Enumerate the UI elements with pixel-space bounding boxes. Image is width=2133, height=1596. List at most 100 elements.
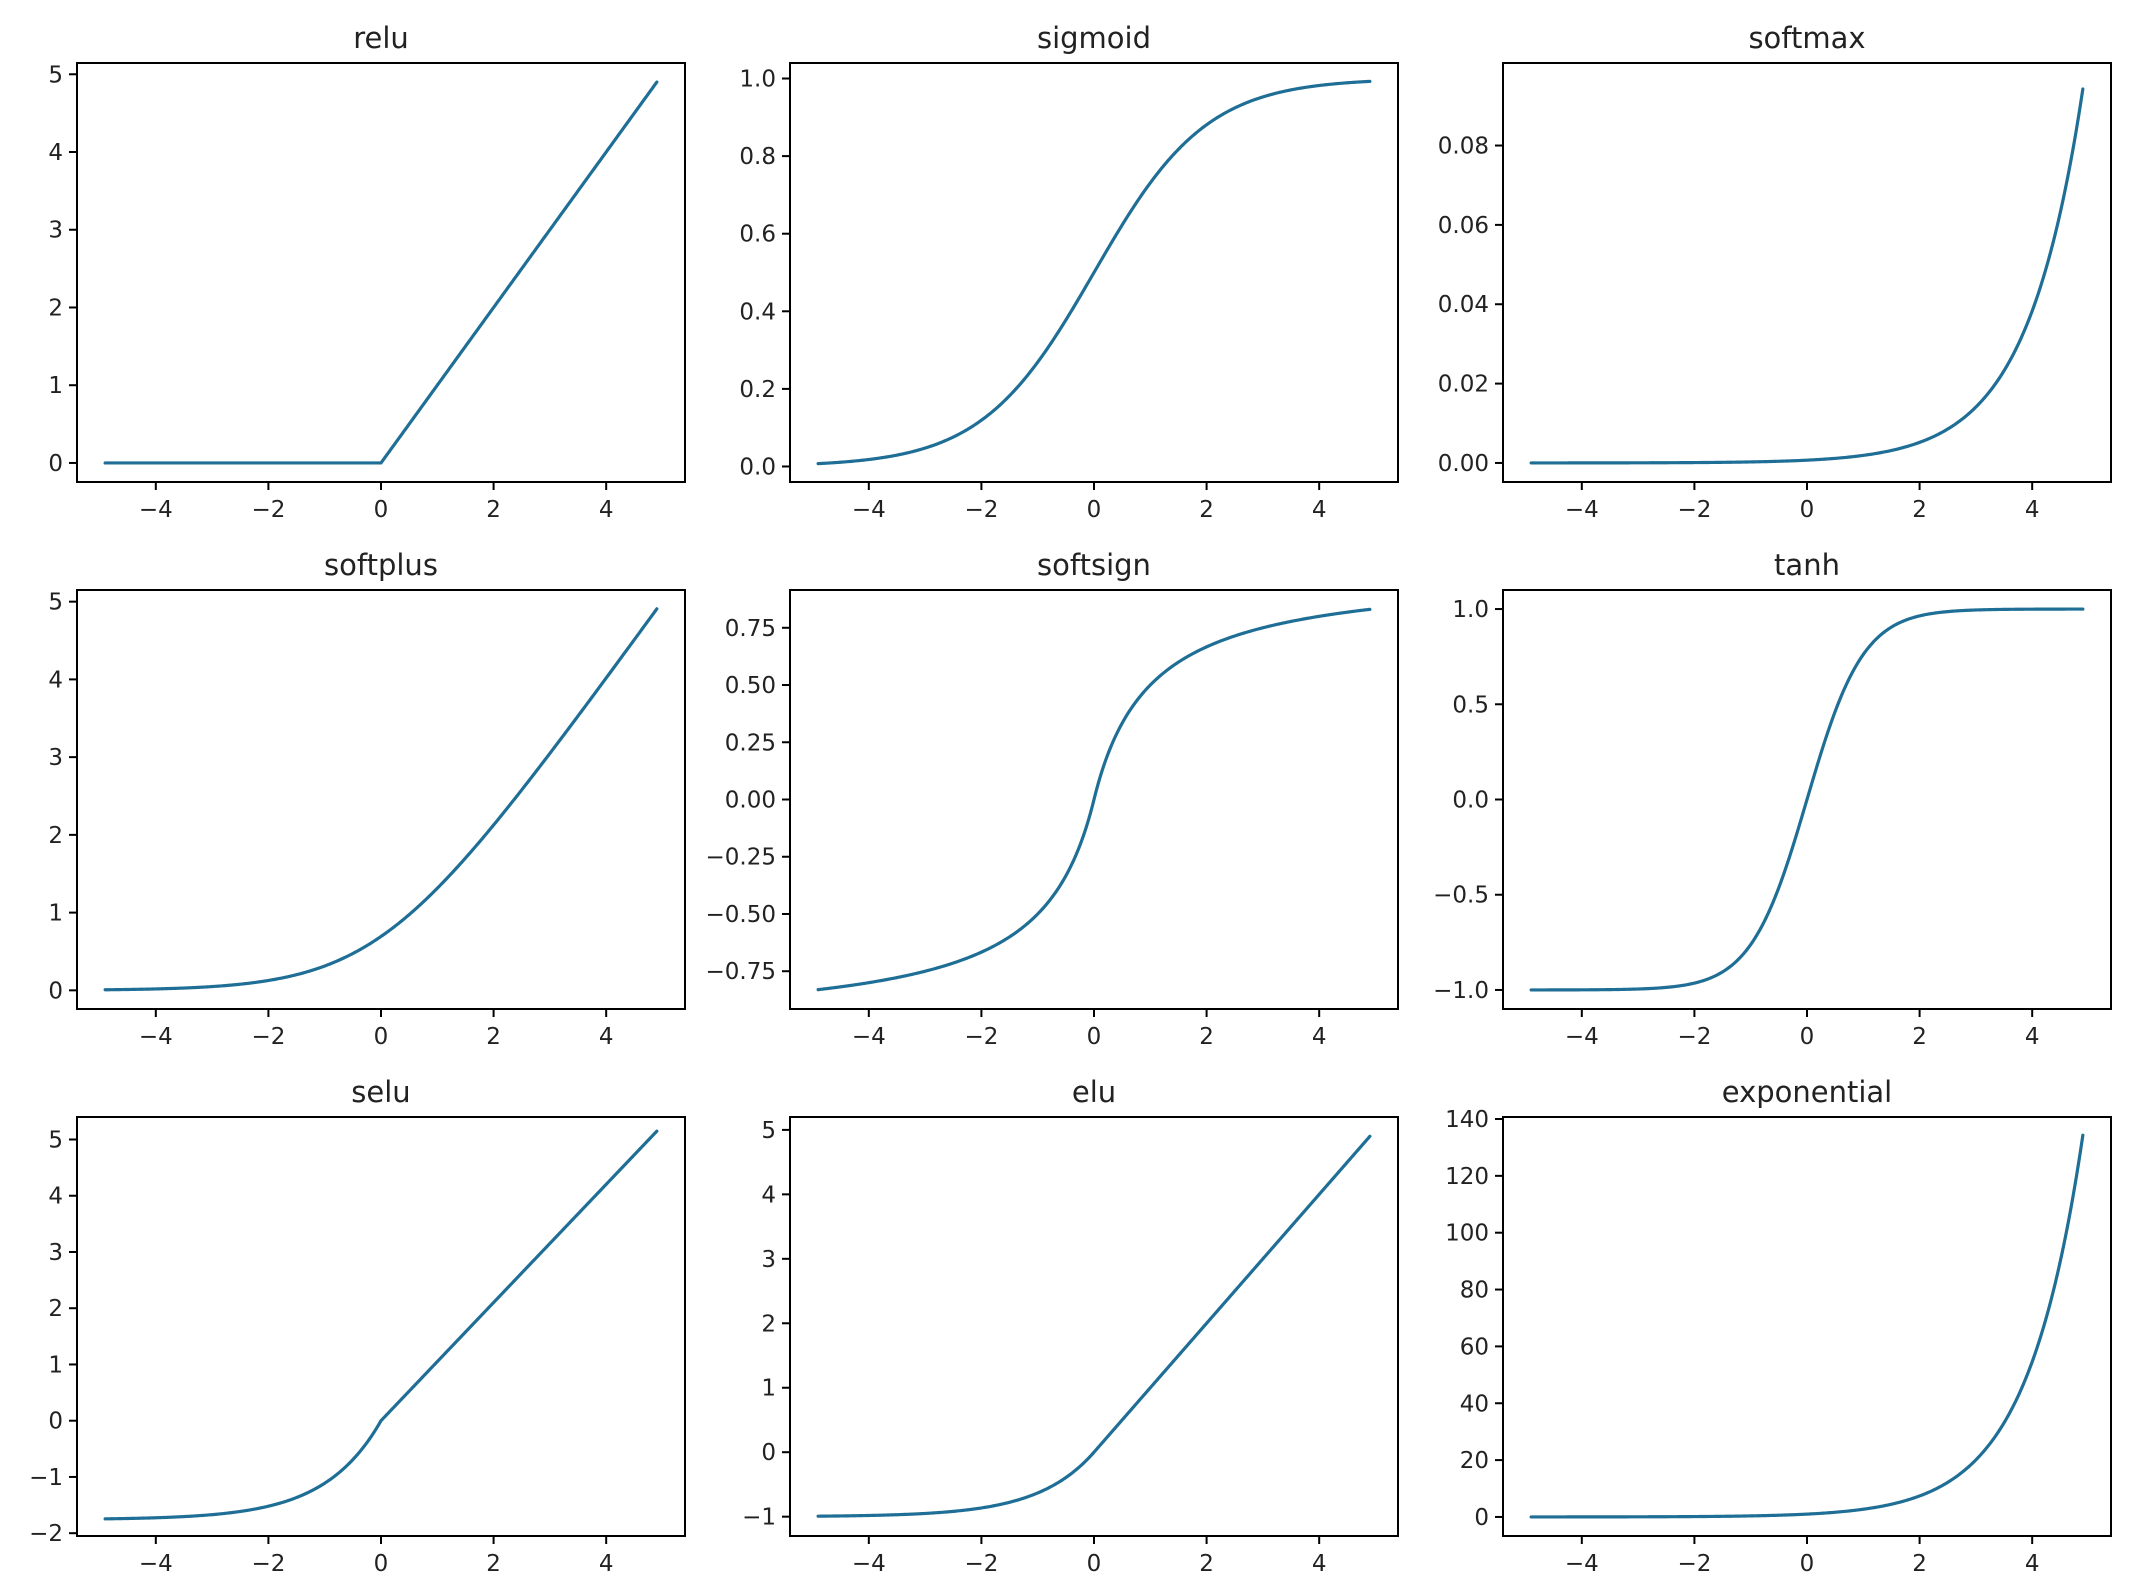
y-tick-label: 20 bbox=[1460, 1448, 1489, 1474]
y-tick-label: 2 bbox=[48, 1296, 63, 1322]
y-tick-label: 1 bbox=[761, 1376, 776, 1402]
y-tick-label: 2 bbox=[48, 295, 63, 321]
y-tick-label: 3 bbox=[48, 218, 63, 244]
subplot-softplus: softplus −4 −2 0 2 4 0 1 2 3 4 5 bbox=[48, 548, 686, 1050]
y-tick-label: 0.06 bbox=[1438, 213, 1489, 239]
y-tick-label: 3 bbox=[48, 745, 63, 771]
y-tick-label: 1 bbox=[48, 1352, 63, 1378]
x-tick-label: 4 bbox=[599, 1024, 614, 1050]
series-line-selu bbox=[103, 1129, 659, 1521]
y-tick-label: 0.50 bbox=[725, 673, 776, 699]
y-tick-label: −1 bbox=[29, 1465, 63, 1491]
y-tick-label: 0 bbox=[1474, 1505, 1489, 1531]
subplot-title: softmax bbox=[1748, 21, 1865, 55]
subplot-softmax: softmax −4 −2 0 2 4 0.00 0.02 0.04 0.06 0.08 bbox=[1438, 21, 2112, 523]
y-tick-label: −0.25 bbox=[706, 845, 776, 871]
x-tick-label: 0 bbox=[1087, 1024, 1102, 1050]
x-tick-label: −2 bbox=[251, 1551, 285, 1577]
series-line-softmax bbox=[1529, 87, 2085, 465]
x-tick-label: 2 bbox=[486, 497, 501, 523]
axes-frame bbox=[76, 589, 686, 1010]
x-tick-label: 0 bbox=[1087, 1551, 1102, 1577]
series-line-sigmoid bbox=[816, 79, 1372, 466]
y-tick-label: 0.00 bbox=[1438, 451, 1489, 477]
x-tick-label: 0 bbox=[374, 1551, 389, 1577]
y-tick-label: 140 bbox=[1445, 1107, 1489, 1133]
y-tick-label: 4 bbox=[48, 667, 63, 693]
y-tick-label: 0.2 bbox=[739, 377, 776, 403]
y-tick-label: 0.25 bbox=[725, 730, 776, 756]
axes-frame bbox=[789, 1116, 1399, 1537]
x-tick-label: 4 bbox=[1312, 1024, 1327, 1050]
subplot-sigmoid: sigmoid −4 −2 0 2 4 0.0 0.2 0.4 0.6 0.8 1.0 bbox=[739, 21, 1399, 523]
y-tick-label: 4 bbox=[48, 1184, 63, 1210]
x-tick-label: −4 bbox=[139, 497, 173, 523]
y-tick-label: 5 bbox=[48, 590, 63, 616]
x-tick-label: 4 bbox=[599, 497, 614, 523]
y-tick-label: 0 bbox=[48, 1409, 63, 1435]
y-tick-label: 0.4 bbox=[739, 299, 776, 325]
x-tick-label: 2 bbox=[1912, 497, 1927, 523]
x-tick-label: −4 bbox=[852, 1551, 886, 1577]
series-line-softsign bbox=[816, 607, 1372, 992]
y-tick-label: 2 bbox=[761, 1311, 776, 1337]
y-tick-label: 0 bbox=[761, 1440, 776, 1466]
x-tick-label: −4 bbox=[139, 1551, 173, 1577]
y-tick-label: 120 bbox=[1445, 1164, 1489, 1190]
y-tick-label: 40 bbox=[1460, 1391, 1489, 1417]
x-tick-label: −2 bbox=[1677, 1551, 1711, 1577]
x-tick-label: 4 bbox=[599, 1551, 614, 1577]
y-tick-label: 60 bbox=[1460, 1334, 1489, 1360]
y-tick-label: 5 bbox=[761, 1118, 776, 1144]
y-tick-label: 80 bbox=[1460, 1278, 1489, 1304]
subplot-title: relu bbox=[353, 21, 409, 55]
y-tick-label: 1.0 bbox=[1452, 597, 1489, 623]
subplot-selu: selu −4 −2 0 2 4 −2 −1 0 1 2 3 4 5 bbox=[29, 1075, 686, 1577]
series-line-softplus bbox=[103, 607, 659, 992]
x-tick-label: 4 bbox=[2025, 1024, 2040, 1050]
x-tick-label: −2 bbox=[964, 1024, 998, 1050]
subplot-elu: elu −4 −2 0 2 4 −1 0 1 2 3 4 5 bbox=[742, 1075, 1399, 1577]
y-tick-label: 0.0 bbox=[739, 454, 776, 480]
y-tick-label: 0.6 bbox=[739, 222, 776, 248]
x-tick-label: 0 bbox=[1800, 497, 1815, 523]
y-tick-label: −0.5 bbox=[1433, 883, 1489, 909]
x-tick-label: 0 bbox=[374, 1024, 389, 1050]
x-tick-label: 0 bbox=[1800, 1024, 1815, 1050]
x-tick-label: −2 bbox=[1677, 1024, 1711, 1050]
axes-frame bbox=[76, 62, 686, 483]
y-tick-label: 0.00 bbox=[725, 788, 776, 814]
subplot-title: softplus bbox=[324, 548, 438, 582]
y-tick-label: 5 bbox=[48, 62, 63, 88]
x-tick-label: 2 bbox=[1199, 497, 1214, 523]
y-tick-label: −0.75 bbox=[706, 959, 776, 985]
x-tick-label: −4 bbox=[1565, 1024, 1599, 1050]
y-tick-label: 1 bbox=[48, 373, 63, 399]
subplot-tanh: tanh −4 −2 0 2 4 −1.0 −0.5 0.0 0.5 1.0 bbox=[1433, 548, 2112, 1050]
y-tick-label: −1 bbox=[742, 1505, 776, 1531]
x-tick-label: −4 bbox=[852, 1024, 886, 1050]
subplot-title: sigmoid bbox=[1037, 21, 1151, 55]
x-tick-label: 2 bbox=[1199, 1551, 1214, 1577]
x-tick-label: −2 bbox=[1677, 497, 1711, 523]
y-tick-label: 0 bbox=[48, 978, 63, 1004]
series-line-elu bbox=[816, 1134, 1372, 1518]
x-tick-label: −4 bbox=[1565, 497, 1599, 523]
x-tick-label: 2 bbox=[486, 1551, 501, 1577]
subplot-title: softsign bbox=[1037, 548, 1151, 582]
y-tick-label: 0.02 bbox=[1438, 372, 1489, 398]
y-tick-label: 0.08 bbox=[1438, 134, 1489, 160]
y-tick-label: 0.04 bbox=[1438, 292, 1489, 318]
y-tick-label: 0.0 bbox=[1452, 788, 1489, 814]
x-tick-label: −4 bbox=[852, 497, 886, 523]
axes-frame bbox=[76, 1116, 686, 1537]
x-tick-label: −4 bbox=[1565, 1551, 1599, 1577]
y-tick-label: 2 bbox=[48, 823, 63, 849]
x-tick-label: 4 bbox=[1312, 497, 1327, 523]
y-tick-label: 3 bbox=[761, 1247, 776, 1273]
y-tick-label: 0.8 bbox=[739, 144, 776, 170]
axes-frame bbox=[1502, 62, 2112, 483]
y-tick-label: −0.50 bbox=[706, 902, 776, 928]
x-tick-label: 2 bbox=[486, 1024, 501, 1050]
